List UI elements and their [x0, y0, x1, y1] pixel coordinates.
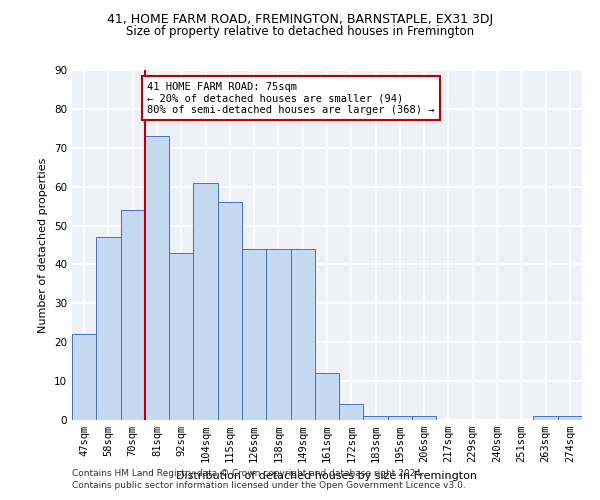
Bar [121, 210, 145, 420]
Bar [169, 253, 193, 420]
Bar [339, 404, 364, 420]
X-axis label: Distribution of detached houses by size in Fremington: Distribution of detached houses by size … [176, 470, 478, 480]
Bar [558, 416, 582, 420]
Y-axis label: Number of detached properties: Number of detached properties [38, 158, 49, 332]
Bar [388, 416, 412, 420]
Bar [266, 249, 290, 420]
Bar [242, 249, 266, 420]
Bar [315, 374, 339, 420]
Text: Size of property relative to detached houses in Fremington: Size of property relative to detached ho… [126, 25, 474, 38]
Text: Contains public sector information licensed under the Open Government Licence v3: Contains public sector information licen… [72, 481, 466, 490]
Bar [412, 416, 436, 420]
Bar [218, 202, 242, 420]
Text: 41 HOME FARM ROAD: 75sqm
← 20% of detached houses are smaller (94)
80% of semi-d: 41 HOME FARM ROAD: 75sqm ← 20% of detach… [147, 82, 435, 115]
Bar [533, 416, 558, 420]
Text: Contains HM Land Registry data © Crown copyright and database right 2024.: Contains HM Land Registry data © Crown c… [72, 468, 424, 477]
Bar [96, 237, 121, 420]
Text: 41, HOME FARM ROAD, FREMINGTON, BARNSTAPLE, EX31 3DJ: 41, HOME FARM ROAD, FREMINGTON, BARNSTAP… [107, 12, 493, 26]
Bar [193, 183, 218, 420]
Bar [145, 136, 169, 420]
Bar [72, 334, 96, 420]
Bar [290, 249, 315, 420]
Bar [364, 416, 388, 420]
